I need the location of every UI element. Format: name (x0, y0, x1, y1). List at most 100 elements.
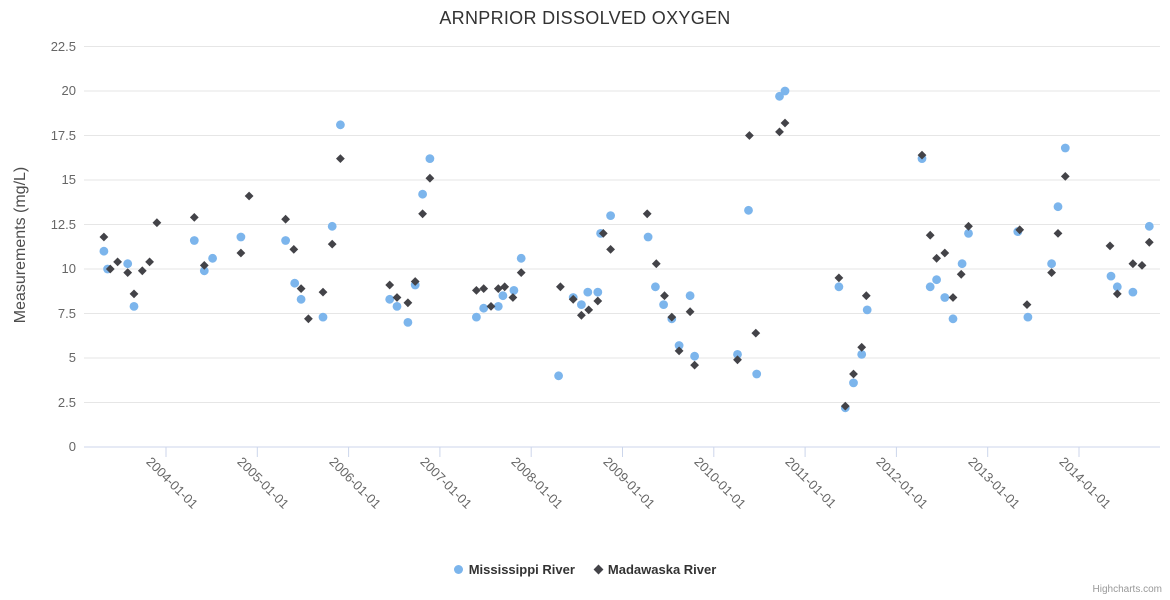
data-point-madawaska-river[interactable] (296, 284, 306, 293)
data-point-mississippi-river[interactable] (752, 369, 762, 379)
data-point-madawaska-river[interactable] (289, 245, 299, 254)
data-point-mississippi-river[interactable] (733, 350, 742, 359)
data-point-mississippi-river[interactable] (1106, 271, 1116, 281)
data-point-madawaska-river[interactable] (1105, 241, 1115, 251)
data-point-mississippi-river[interactable] (1144, 221, 1154, 231)
data-point-madawaska-river[interactable] (849, 369, 858, 379)
data-point-madawaska-river[interactable] (964, 221, 973, 231)
legend-item-madawaska-river[interactable]: Madawaska River (593, 562, 716, 577)
data-point-madawaska-river[interactable] (751, 328, 761, 338)
data-point-mississippi-river[interactable] (99, 246, 109, 256)
data-point-madawaska-river[interactable] (1053, 229, 1063, 238)
data-point-madawaska-river[interactable] (1047, 268, 1056, 277)
data-point-madawaska-river[interactable] (145, 257, 154, 267)
data-point-madawaska-river[interactable] (105, 264, 115, 274)
data-point-madawaska-river[interactable] (834, 273, 844, 283)
data-point-mississippi-river[interactable] (659, 300, 668, 309)
data-point-mississippi-river[interactable] (208, 253, 218, 263)
data-point-mississippi-river[interactable] (123, 259, 133, 269)
data-point-mississippi-river[interactable] (577, 300, 586, 309)
data-point-madawaska-river[interactable] (1112, 289, 1122, 299)
data-point-madawaska-river[interactable] (403, 298, 413, 308)
data-point-madawaska-river[interactable] (152, 218, 162, 228)
data-point-mississippi-river[interactable] (925, 282, 935, 292)
data-point-madawaska-river[interactable] (1137, 261, 1147, 270)
data-point-mississippi-river[interactable] (1047, 259, 1056, 269)
data-point-madawaska-river[interactable] (690, 360, 699, 370)
data-point-mississippi-river[interactable] (129, 302, 139, 311)
data-point-mississippi-river[interactable] (1053, 202, 1063, 212)
data-point-mississippi-river[interactable] (327, 221, 337, 231)
data-point-mississippi-river[interactable] (509, 286, 519, 295)
data-point-madawaska-river[interactable] (1022, 300, 1032, 309)
data-point-mississippi-river[interactable] (690, 351, 699, 361)
data-point-madawaska-river[interactable] (516, 268, 526, 277)
data-point-madawaska-river[interactable] (556, 282, 565, 292)
data-point-mississippi-river[interactable] (685, 291, 695, 301)
data-point-mississippi-river[interactable] (498, 291, 508, 301)
data-point-madawaska-river[interactable] (857, 342, 867, 352)
data-point-mississippi-river[interactable] (643, 232, 653, 242)
data-point-mississippi-river[interactable] (1112, 282, 1122, 292)
data-point-madawaska-river[interactable] (189, 213, 199, 222)
data-point-madawaska-river[interactable] (840, 401, 850, 411)
data-point-madawaska-river[interactable] (336, 154, 345, 163)
data-point-mississippi-river[interactable] (290, 278, 300, 288)
data-point-madawaska-river[interactable] (327, 239, 337, 249)
data-point-mississippi-river[interactable] (857, 350, 867, 359)
data-point-mississippi-river[interactable] (189, 236, 199, 245)
legend-item-mississippi-river[interactable]: Mississippi River (453, 562, 575, 577)
data-point-madawaska-river[interactable] (780, 118, 790, 128)
data-point-mississippi-river[interactable] (834, 282, 844, 292)
data-point-madawaska-river[interactable] (123, 268, 133, 277)
data-point-madawaska-river[interactable] (667, 312, 677, 322)
data-point-mississippi-river[interactable] (392, 302, 402, 311)
data-point-mississippi-river[interactable] (862, 305, 872, 315)
data-point-mississippi-river[interactable] (964, 229, 973, 238)
data-point-mississippi-river[interactable] (849, 378, 858, 388)
data-point-madawaska-river[interactable] (281, 214, 290, 224)
data-point-mississippi-river[interactable] (948, 314, 958, 324)
data-point-mississippi-river[interactable] (1060, 143, 1070, 153)
data-point-mississippi-river[interactable] (744, 205, 753, 215)
data-point-madawaska-river[interactable] (775, 127, 784, 137)
data-point-madawaska-river[interactable] (479, 284, 489, 293)
data-point-madawaska-river[interactable] (685, 307, 695, 317)
data-point-mississippi-river[interactable] (593, 287, 603, 297)
data-point-mississippi-river[interactable] (385, 294, 395, 304)
data-point-madawaska-river[interactable] (925, 230, 935, 240)
data-point-mississippi-river[interactable] (418, 189, 427, 199)
data-point-mississippi-river[interactable] (775, 91, 784, 101)
data-point-mississippi-river[interactable] (318, 312, 328, 322)
data-point-madawaska-river[interactable] (508, 293, 518, 302)
data-point-madawaska-river[interactable] (199, 261, 209, 270)
data-point-mississippi-river[interactable] (281, 236, 290, 245)
data-point-madawaska-river[interactable] (1144, 237, 1154, 247)
data-point-mississippi-river[interactable] (493, 302, 503, 311)
data-point-madawaska-river[interactable] (1128, 259, 1138, 269)
data-point-madawaska-river[interactable] (606, 245, 615, 254)
data-point-mississippi-river[interactable] (554, 371, 563, 381)
data-point-mississippi-river[interactable] (425, 154, 435, 164)
data-point-madawaska-river[interactable] (500, 282, 510, 292)
data-point-mississippi-river[interactable] (651, 282, 660, 292)
data-point-madawaska-river[interactable] (410, 277, 420, 286)
data-point-madawaska-river[interactable] (113, 257, 122, 267)
data-point-madawaska-river[interactable] (493, 284, 503, 293)
data-point-madawaska-river[interactable] (304, 314, 313, 324)
data-point-mississippi-river[interactable] (606, 211, 615, 221)
data-point-madawaska-river[interactable] (917, 150, 927, 160)
data-point-madawaska-river[interactable] (651, 259, 661, 269)
data-point-madawaska-river[interactable] (861, 291, 871, 301)
data-point-madawaska-river[interactable] (642, 209, 652, 219)
data-point-madawaska-river[interactable] (418, 209, 427, 219)
data-point-madawaska-river[interactable] (577, 310, 586, 320)
data-point-mississippi-river[interactable] (583, 287, 593, 297)
data-point-mississippi-river[interactable] (336, 120, 345, 130)
data-point-madawaska-river[interactable] (244, 191, 254, 201)
data-point-madawaska-river[interactable] (584, 305, 594, 315)
data-point-mississippi-river[interactable] (199, 266, 209, 276)
data-point-madawaska-river[interactable] (940, 248, 950, 258)
data-point-madawaska-river[interactable] (593, 296, 603, 306)
data-point-madawaska-river[interactable] (745, 131, 754, 140)
